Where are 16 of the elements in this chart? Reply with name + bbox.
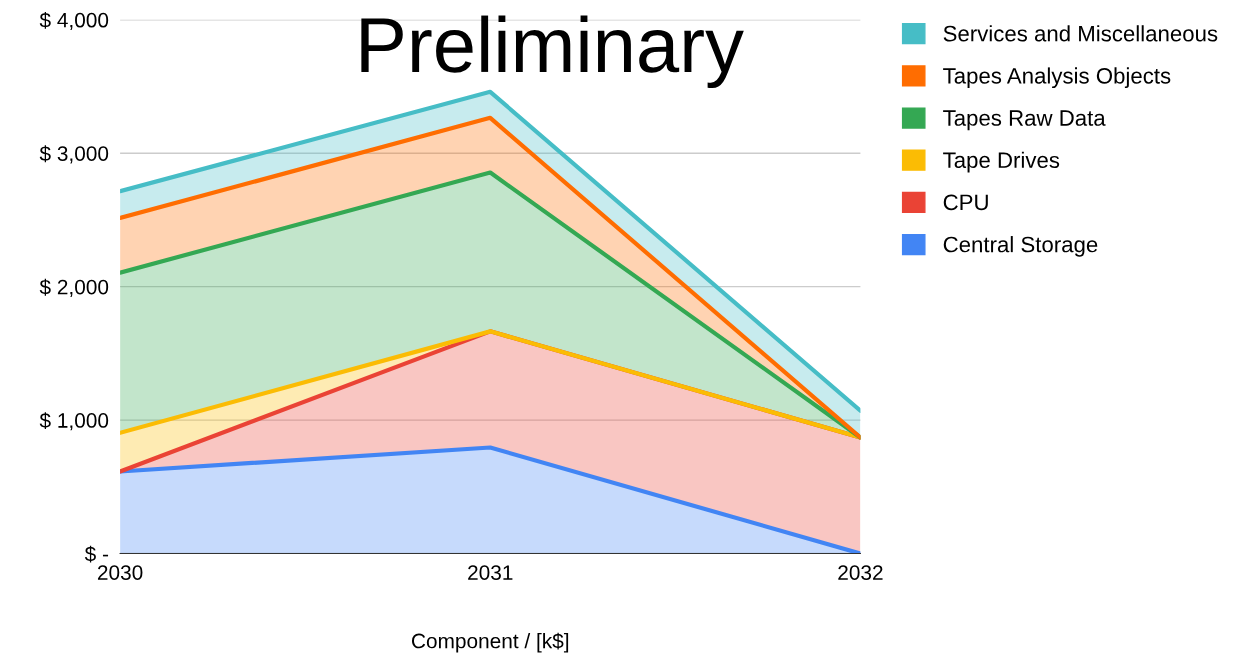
legend-label: Tapes Raw Data xyxy=(943,110,1106,131)
x-tick-label: 2032 xyxy=(838,565,883,580)
legend-label: Tapes Analysis Objects xyxy=(943,67,1171,89)
legend-label: Tape Drives xyxy=(943,151,1060,173)
y-tick-label: $ 2,000 xyxy=(39,278,109,297)
y-tick-label: $ 3,000 xyxy=(39,145,109,164)
x-axis-title: Component / [k$] xyxy=(411,632,569,653)
annotation: Preliminary xyxy=(361,15,744,89)
x-tick-label: 2030 xyxy=(97,565,143,580)
legend-label: Central Storage xyxy=(943,236,1098,257)
y-tick-label: $ - xyxy=(84,545,109,563)
y-tick-label: $ 1,000 xyxy=(39,412,109,431)
y-tick-label: $ 4,000 xyxy=(39,11,109,30)
x-tick-label: 2031 xyxy=(468,565,513,580)
legend-label: Services and Miscellaneous xyxy=(943,25,1218,42)
legend-label: CPU xyxy=(943,194,988,211)
